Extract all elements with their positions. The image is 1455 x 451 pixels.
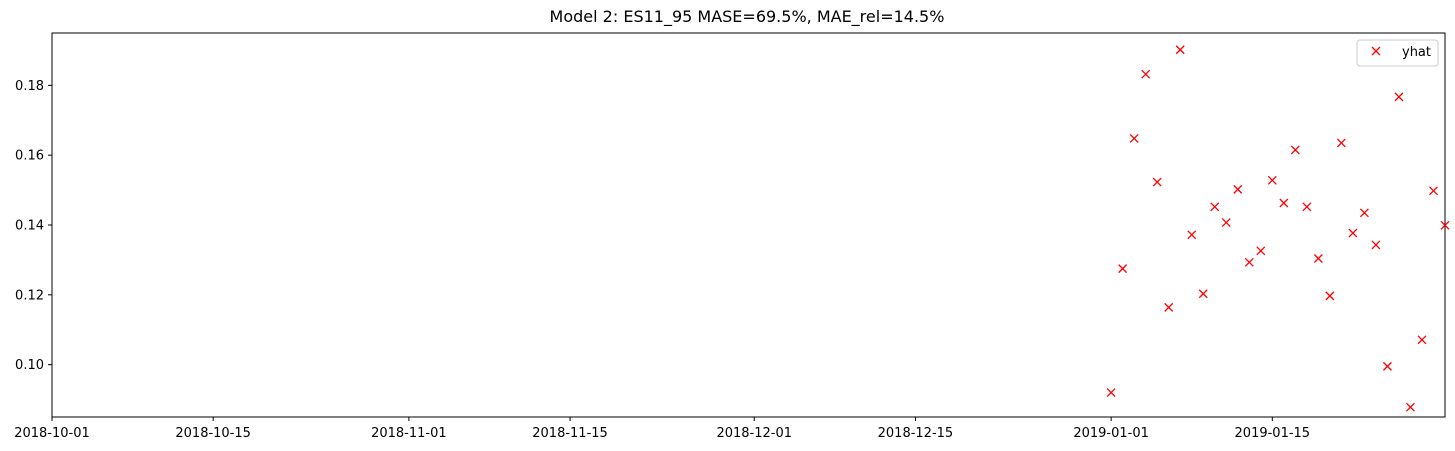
y-tick-label: 0.14 xyxy=(15,219,44,234)
data-point xyxy=(1359,208,1369,218)
plot-area-frame xyxy=(51,32,1446,418)
data-point xyxy=(1221,218,1231,228)
x-axis: 2018-10-01 2018-10-15 2018-11-01 2018-11-15… xyxy=(14,417,1310,441)
data-point xyxy=(1325,291,1335,301)
data-point xyxy=(1406,402,1415,412)
y-tick-label: 0.18 xyxy=(15,79,44,94)
data-point xyxy=(1141,69,1151,79)
x-tick-label: 2018-12-01 xyxy=(716,426,792,441)
data-point xyxy=(1152,177,1162,187)
data-point xyxy=(1417,335,1427,345)
data-point xyxy=(1440,220,1450,230)
data-point xyxy=(1175,45,1185,55)
x-tick-label: 2019-01-01 xyxy=(1073,426,1149,441)
x-tick-label: 2018-11-15 xyxy=(532,426,608,441)
data-point xyxy=(1233,184,1243,194)
data-point xyxy=(1290,145,1300,155)
data-point xyxy=(1267,175,1277,185)
data-point xyxy=(1348,228,1358,238)
x-tick-label: 2018-10-01 xyxy=(14,426,90,441)
data-point xyxy=(1164,302,1174,312)
data-point xyxy=(1256,246,1266,256)
y-tick-label: 0.16 xyxy=(15,149,44,164)
data-point xyxy=(1302,202,1312,212)
data-point xyxy=(1429,186,1438,196)
data-point xyxy=(1118,264,1128,274)
legend-marker-yhat xyxy=(1371,46,1381,56)
yhat-series xyxy=(1106,45,1450,412)
legend-box xyxy=(1356,39,1439,67)
data-point xyxy=(1106,388,1116,398)
y-tick-label: 0.10 xyxy=(15,358,44,373)
legend-label-yhat: yhat xyxy=(1402,45,1431,60)
data-point xyxy=(1187,230,1197,240)
data-point xyxy=(1336,138,1346,148)
y-axis: 0.10 0.12 0.14 0.16 0.18 xyxy=(15,79,52,373)
data-point xyxy=(1279,198,1289,208)
x-tick-label: 2018-10-15 xyxy=(175,426,251,441)
data-point xyxy=(1313,254,1323,263)
data-point xyxy=(1129,133,1139,143)
y-tick-label: 0.12 xyxy=(15,288,44,303)
data-point xyxy=(1210,202,1220,212)
chart-title: Model 2: ES11_95 MASE=69.5%, MAE_rel=14.… xyxy=(550,7,945,27)
data-point xyxy=(1244,257,1254,267)
x-tick-label: 2019-01-15 xyxy=(1235,426,1311,441)
x-tick-label: 2018-11-01 xyxy=(371,426,447,441)
data-point xyxy=(1198,289,1208,299)
legend: yhat xyxy=(1356,39,1439,67)
data-point xyxy=(1394,92,1404,102)
data-point xyxy=(1382,361,1392,371)
data-point xyxy=(1371,240,1381,250)
x-tick-label: 2018-12-15 xyxy=(878,426,954,441)
